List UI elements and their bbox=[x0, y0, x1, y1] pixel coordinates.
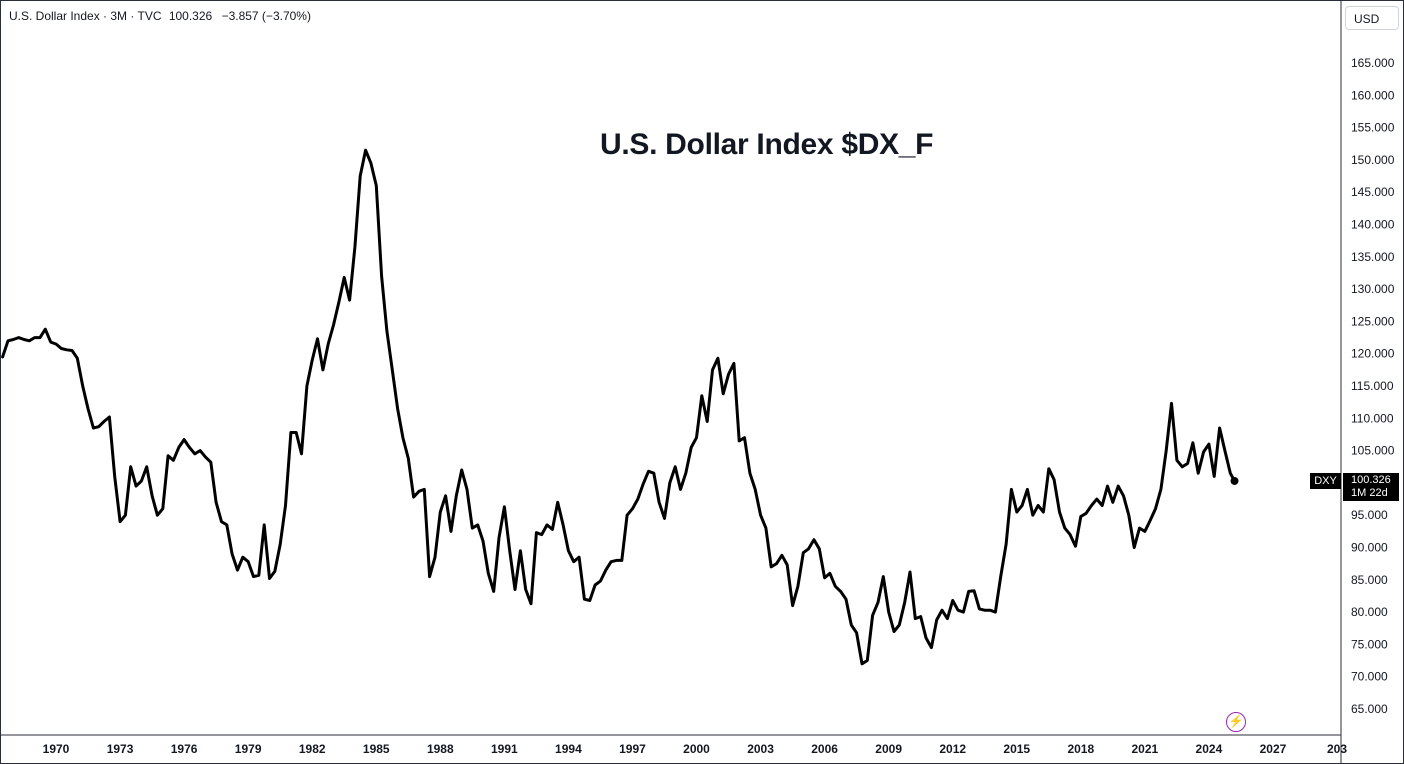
chart-title: U.S. Dollar Index $DX_F bbox=[600, 128, 934, 161]
x-tick-label: 1985 bbox=[363, 742, 390, 756]
x-tick-label: 2009 bbox=[875, 742, 902, 756]
y-tick-label: 145.000 bbox=[1351, 185, 1395, 199]
x-tick-label: 2012 bbox=[939, 742, 966, 756]
price-tag: 100.326 1M 22d bbox=[1343, 473, 1399, 501]
x-tick-label: 1979 bbox=[235, 742, 262, 756]
last-point-marker bbox=[1230, 476, 1239, 485]
y-axis: 65.000 70.000 75.000 80.000 85.000 90.000 95.0… bbox=[1351, 56, 1395, 716]
x-tick-label: 2015 bbox=[1003, 742, 1030, 756]
price-change: −3.857 (−3.70%) bbox=[221, 9, 311, 23]
x-tick-label: 2018 bbox=[1067, 742, 1094, 756]
x-tick-label: 2027 bbox=[1260, 742, 1287, 756]
y-tick-label: 80.000 bbox=[1351, 605, 1388, 619]
y-tick-label: 105.000 bbox=[1351, 444, 1395, 458]
x-tick-label: 1991 bbox=[491, 742, 518, 756]
last-price: 100.326 bbox=[168, 9, 213, 23]
y-tick-label: 65.000 bbox=[1351, 702, 1388, 716]
y-tick-label: 70.000 bbox=[1351, 670, 1388, 684]
x-tick-label: 1997 bbox=[619, 742, 646, 756]
lightning-icon[interactable]: ⚡ bbox=[1226, 712, 1246, 732]
price-tag-countdown: 1M 22d bbox=[1351, 487, 1388, 499]
y-tick-label: 140.000 bbox=[1351, 218, 1395, 232]
y-tick-label: 110.000 bbox=[1351, 411, 1394, 425]
series-layer bbox=[1, 148, 1239, 666]
x-axis: 1970 1973 1976 1979 1982 1985 1988 1991 1994 1997… bbox=[43, 742, 1348, 756]
x-tick-label: 2006 bbox=[811, 742, 838, 756]
symbol-tag: DXY bbox=[1310, 473, 1341, 489]
currency-button[interactable]: USD bbox=[1345, 6, 1399, 30]
x-tick-label: 1973 bbox=[107, 742, 134, 756]
x-tick-label: 2021 bbox=[1131, 742, 1158, 756]
y-tick-label: 125.000 bbox=[1351, 314, 1395, 328]
y-tick-label: 75.000 bbox=[1351, 637, 1388, 651]
y-tick-label: 155.000 bbox=[1351, 121, 1395, 135]
symbol-description: U.S. Dollar Index · 3M · TVC bbox=[9, 9, 162, 23]
y-tick-label: 90.000 bbox=[1351, 541, 1388, 555]
series-line bbox=[1, 148, 1236, 666]
x-tick-label: 1976 bbox=[171, 742, 198, 756]
y-tick-label: 115.000 bbox=[1351, 379, 1394, 393]
x-tick-label: 1994 bbox=[555, 742, 582, 756]
y-tick-label: 120.000 bbox=[1351, 347, 1395, 361]
y-tick-label: 135.000 bbox=[1351, 250, 1395, 264]
y-tick-label: 160.000 bbox=[1351, 88, 1395, 102]
x-tick-label: 1982 bbox=[299, 742, 326, 756]
symbol-legend: U.S. Dollar Index · 3M · TVC 100.326 −3.… bbox=[9, 9, 311, 23]
y-tick-label: 85.000 bbox=[1351, 573, 1388, 587]
y-tick-label: 130.000 bbox=[1351, 282, 1395, 296]
y-tick-label: 95.000 bbox=[1351, 508, 1388, 522]
axis-lines bbox=[0, 0, 1342, 764]
x-tick-label: 2024 bbox=[1196, 742, 1223, 756]
y-tick-label: 150.000 bbox=[1351, 153, 1395, 167]
x-tick-label: 203 bbox=[1327, 742, 1347, 756]
x-tick-label: 1970 bbox=[43, 742, 70, 756]
price-tag-value: 100.326 bbox=[1351, 474, 1391, 486]
x-tick-label: 1988 bbox=[427, 742, 454, 756]
x-tick-label: 2000 bbox=[683, 742, 710, 756]
y-tick-label: 165.000 bbox=[1351, 56, 1395, 70]
x-tick-label: 2003 bbox=[747, 742, 774, 756]
